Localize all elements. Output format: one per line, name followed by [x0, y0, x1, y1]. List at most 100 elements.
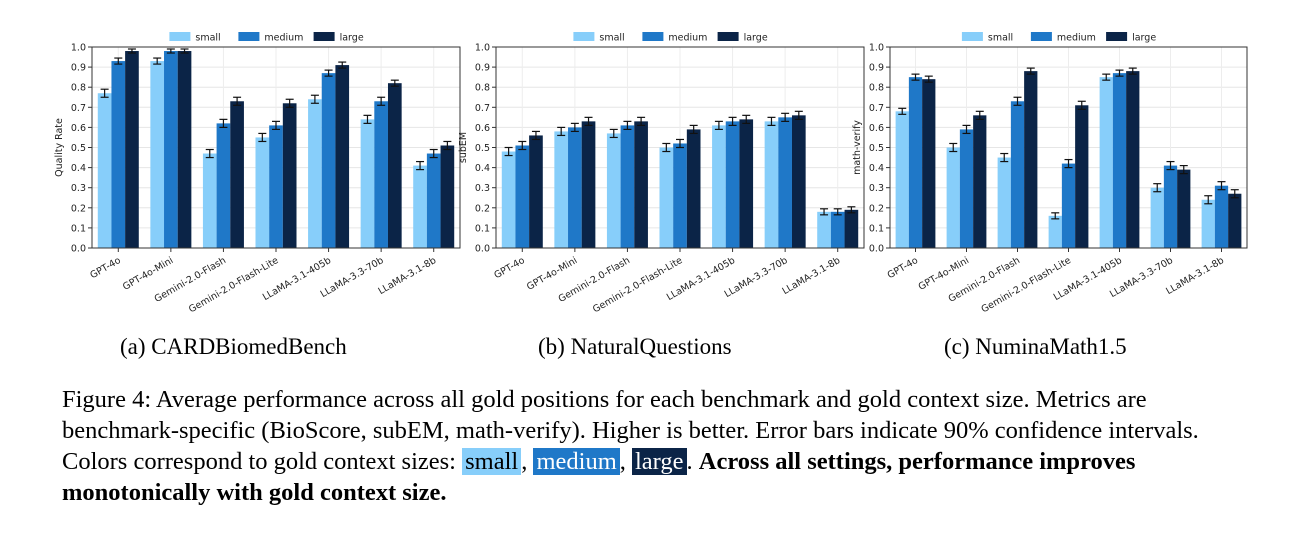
legend-swatch-medium	[238, 32, 260, 41]
y-tick-label: 0.0	[71, 244, 86, 255]
bar-large	[686, 129, 701, 248]
bar-large	[335, 65, 350, 248]
chart-panel: 0.0 0.1 0.2 0.3 0.4 0.5 0.6 0.7 0.8 0.9 1.0 GPT-4o G…	[852, 32, 1248, 315]
bar-large	[387, 83, 402, 249]
bar-small	[501, 151, 516, 248]
bar-medium	[620, 125, 635, 248]
y-tick-label: 1.0	[869, 43, 884, 54]
x-tick-label: GPT-4o	[886, 255, 921, 281]
legend-label-large: large	[1132, 33, 1156, 44]
legend-label-small: small	[599, 33, 624, 44]
bar-medium	[1061, 163, 1076, 248]
y-tick-label: 0.6	[71, 123, 86, 134]
x-tick-label: LLaMA-3.1-8b	[780, 255, 842, 297]
y-tick-label: 0.9	[71, 63, 86, 74]
y-tick-label: 0.4	[475, 163, 490, 174]
y-tick-label: 0.3	[869, 183, 884, 194]
legend-swatch-large	[717, 32, 739, 41]
bar-medium	[959, 129, 974, 248]
legend-label-large: large	[744, 33, 768, 44]
y-tick-label: 0.2	[71, 203, 86, 214]
y-tick-label: 0.1	[869, 223, 884, 234]
bar-small	[360, 119, 375, 248]
bar-large	[1177, 169, 1191, 248]
y-tick-label: 0.7	[475, 103, 490, 114]
bar-medium	[269, 125, 283, 248]
bar-small	[946, 147, 960, 248]
bar-large	[440, 145, 455, 248]
chart-panel: 0.0 0.1 0.2 0.3 0.4 0.5 0.6 0.7 0.8 0.9 1.0 GPT-4o G…	[54, 32, 461, 315]
sub-caption-a: (a) CARDBiomedBench	[120, 334, 347, 359]
bar-small	[764, 121, 779, 248]
bar-large	[529, 135, 543, 248]
bar-medium	[321, 73, 336, 248]
x-tick-label: GPT-4o	[88, 255, 123, 281]
x-tick-label: LLaMA-3.1-8b	[376, 255, 438, 297]
y-tick-label: 0.1	[475, 223, 490, 234]
y-tick-label: 0.0	[475, 244, 490, 255]
bar-large	[1024, 71, 1038, 249]
legend: small medium large	[961, 32, 1156, 44]
bar-large	[581, 121, 596, 248]
bar-small	[150, 61, 165, 248]
caption-text: Figure 4: Average performance across all…	[62, 386, 1199, 475]
bar-small	[255, 137, 270, 248]
y-tick-label: 0.8	[475, 83, 490, 94]
y-tick-label: 0.5	[475, 143, 490, 154]
legend-label-medium: medium	[264, 33, 303, 44]
bar-large	[282, 103, 297, 248]
y-tick-label: 0.3	[71, 183, 86, 194]
legend-chip-large: large	[632, 448, 687, 475]
figure-charts: 0.0 0.1 0.2 0.3 0.4 0.5 0.6 0.7 0.8 0.9 1.0 GPT-4o G…	[54, 32, 1248, 315]
bar-medium	[426, 153, 441, 248]
legend: small medium large	[169, 32, 364, 44]
y-tick-label: 0.4	[71, 163, 86, 174]
bar-small	[712, 125, 726, 248]
caption-separator: ,	[619, 448, 632, 475]
legend-label-medium: medium	[668, 33, 707, 44]
bar-medium	[778, 117, 792, 248]
y-tick-label: 0.3	[475, 183, 490, 194]
caption-separator: .	[686, 448, 699, 475]
bar-medium	[1010, 101, 1025, 249]
bar-small	[1099, 77, 1113, 249]
y-tick-label: 0.0	[869, 244, 884, 255]
y-axis-label: math-verify	[852, 120, 863, 175]
y-tick-label: 0.6	[475, 123, 490, 134]
bar-small	[997, 157, 1011, 248]
bar-small	[413, 165, 427, 248]
y-tick-label: 0.2	[475, 203, 490, 214]
bar-large	[125, 51, 139, 248]
legend: small medium large	[573, 32, 768, 44]
figure-caption: Figure 4: Average performance across all…	[62, 384, 1262, 508]
bar-large	[230, 101, 244, 249]
bar-small	[1048, 215, 1062, 248]
y-tick-label: 0.4	[869, 163, 884, 174]
bar-medium	[515, 145, 530, 248]
legend-swatch-large	[1106, 32, 1128, 41]
y-tick-label: 0.9	[475, 63, 490, 74]
legend-label-small: small	[195, 33, 220, 44]
bar-medium	[216, 123, 231, 248]
x-tick-label: Gemini-2.0-Flash-Lite	[187, 255, 281, 315]
y-tick-label: 0.7	[869, 103, 884, 114]
y-tick-label: 0.7	[71, 103, 86, 114]
bar-large	[739, 119, 754, 248]
bar-large	[844, 209, 859, 248]
legend-label-small: small	[988, 33, 1013, 44]
y-tick-label: 1.0	[475, 43, 490, 54]
bar-medium	[111, 61, 126, 248]
legend-swatch-small	[961, 32, 983, 41]
y-tick-label: 0.5	[71, 143, 86, 154]
legend-swatch-medium	[642, 32, 664, 41]
y-tick-label: 0.2	[869, 203, 884, 214]
y-tick-label: 0.9	[869, 63, 884, 74]
bar-medium	[673, 143, 687, 248]
bar-small	[554, 131, 569, 248]
bar-large	[973, 115, 987, 248]
x-tick-label: GPT-4o	[492, 255, 527, 281]
bar-small	[606, 133, 621, 248]
bar-small	[659, 147, 674, 248]
bar-small	[308, 99, 322, 248]
bar-medium	[568, 127, 582, 248]
